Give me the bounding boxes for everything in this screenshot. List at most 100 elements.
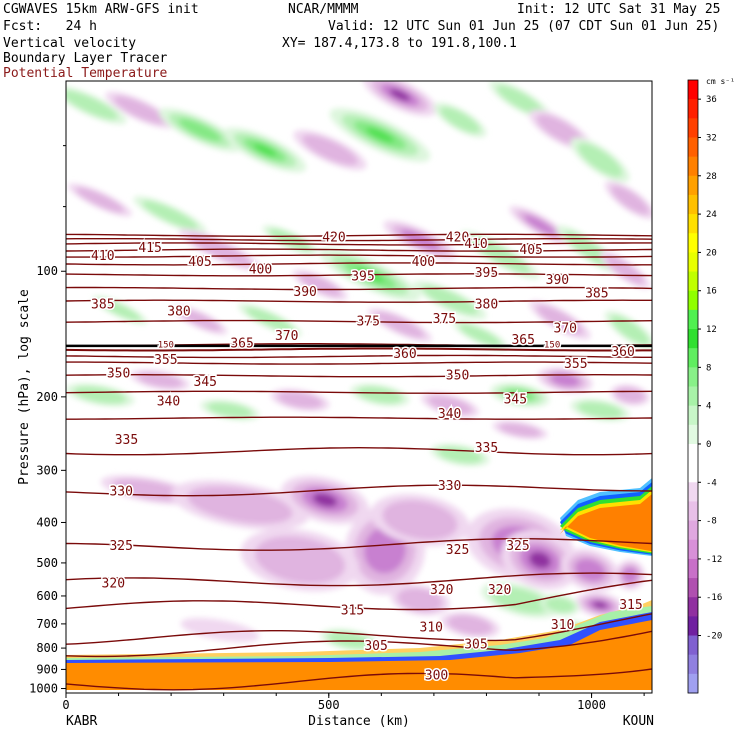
theta-contour [66, 233, 652, 237]
theta-contour-label: 400 [412, 255, 435, 270]
velocity-cell [207, 402, 253, 418]
theta-contour-label: 310 [420, 621, 443, 636]
colorbar-swatch [688, 539, 698, 560]
theta-contour-label: 320 [102, 576, 125, 591]
colorbar-tick-label: 20 [706, 248, 717, 258]
theta-contour-label: 405 [188, 255, 211, 270]
colorbar-tick-label: -4 [706, 478, 717, 488]
theta-contour [66, 374, 652, 378]
y-tick-label: 800 [36, 641, 58, 655]
colorbar-swatch [688, 482, 698, 502]
colorbar-swatch [688, 156, 698, 177]
forecast-hour: Fcst: 24 h [3, 19, 97, 34]
theta-contour [66, 579, 652, 611]
theta-contour-label: 370 [275, 329, 298, 344]
velocity-cell [605, 255, 645, 285]
theta-contour-label: 315 [341, 603, 364, 618]
velocity-cell [382, 500, 458, 540]
theta-contour [66, 361, 652, 365]
velocity-cell [389, 89, 411, 101]
velocity-cell [277, 391, 323, 409]
org-label: NCAR/MMMM [288, 2, 359, 17]
colorbar-swatch [688, 463, 698, 483]
updraft-layer [560, 494, 652, 552]
theta-contour-label: 350 [107, 367, 130, 382]
theta-contour [66, 254, 652, 258]
theta-contour-label: 330 [438, 479, 461, 494]
theta-contour [66, 238, 652, 242]
colorbar-tick-label: 4 [706, 402, 711, 412]
colorbar-swatch [688, 654, 698, 675]
theta-contour-label: 415 [138, 241, 161, 256]
theta-contour-label: 330 [109, 484, 132, 499]
theta-contour [66, 273, 652, 277]
colorbar-swatch [688, 443, 698, 464]
theta-contour [66, 248, 652, 252]
velocity-cell [524, 215, 556, 235]
theta-contour-label: 395 [351, 270, 374, 285]
velocity-cell [622, 567, 638, 583]
y-axis-label: Pressure (hPa), log scale [17, 289, 32, 485]
theta-contour-label: 400 [249, 262, 272, 277]
y-tick-label: 500 [36, 556, 58, 570]
velocity-cell [610, 315, 650, 345]
theta-contour-label: 420 [322, 230, 345, 245]
colorbar-swatch [688, 405, 698, 426]
velocity-cell [312, 493, 338, 507]
y-tick-label: 600 [36, 589, 58, 603]
theta-contour [66, 630, 652, 658]
colorbar-swatch [688, 578, 698, 598]
theta-contour-label: 345 [504, 393, 527, 408]
theta-contour [66, 319, 652, 324]
theta-contour-label: 315 [619, 598, 642, 613]
velocity-cell [529, 551, 551, 569]
velocity-cell [180, 617, 260, 643]
colorbar-swatch [688, 367, 698, 387]
colorbar-swatch [688, 501, 698, 522]
theta-contour [66, 668, 652, 691]
theta-contour-label: 410 [464, 237, 487, 252]
theta-contour-label: 325 [109, 539, 132, 554]
theta-contour-label: 395 [475, 266, 498, 281]
theta-contour-label: 390 [293, 285, 316, 300]
theta-contour-label: 360 [393, 347, 416, 362]
theta-contour [66, 354, 652, 359]
theta-contour [66, 242, 652, 246]
velocity-cell [73, 386, 127, 404]
theta-contour [66, 446, 652, 456]
cross-section-endpoints: XY= 187.4,173.8 to 191.8,100.1 [282, 36, 517, 51]
velocity-cell [459, 323, 501, 347]
colorbar-swatch [688, 118, 698, 138]
theta-contour [66, 538, 652, 551]
colorbar-tick-label: 12 [706, 325, 717, 335]
velocity-cell [75, 187, 125, 213]
colorbar-tick-label: -20 [706, 632, 722, 642]
colorbar-swatch [688, 80, 698, 100]
theta-contour [66, 347, 652, 352]
y-tick-label: 100 [36, 264, 58, 278]
x-tick-label: 0 [62, 698, 69, 712]
theta-contour-label: 150 [158, 341, 174, 351]
colorbar-swatch [688, 290, 698, 311]
theta-contour-label: 385 [585, 286, 608, 301]
colorbar-tick-label: 0 [706, 440, 711, 450]
theta-contour [66, 390, 652, 394]
colorbar-frame [687, 79, 699, 694]
y-tick-label: 300 [36, 463, 58, 477]
y-tick-label: 1000 [29, 682, 58, 696]
theta-contour-label: 365 [230, 337, 253, 352]
colorbar: cm s⁻¹ 36 32 28 24 20 16 12 8 4 0 -4 -8 -12 -16 -20 [687, 77, 735, 694]
updraft-tongue [560, 478, 652, 556]
boundary-layer-core [66, 620, 652, 690]
field-vertical-velocity: Vertical velocity [3, 36, 137, 51]
theta-contour-labels: 420 420 415 410 410 405 405 400 400 395 395 390 390 3… [90, 229, 645, 685]
valid-time: Valid: 12 UTC Sun 01 Jun 25 (07 CDT Sun … [328, 19, 720, 34]
theta-contour-label: 345 [194, 375, 217, 390]
velocity-cell [99, 299, 141, 321]
colorbar-swatch [688, 309, 698, 330]
colorbar-swatch [688, 386, 698, 407]
boundary-layer-base [66, 680, 652, 690]
y-tick-label: 400 [36, 515, 58, 529]
